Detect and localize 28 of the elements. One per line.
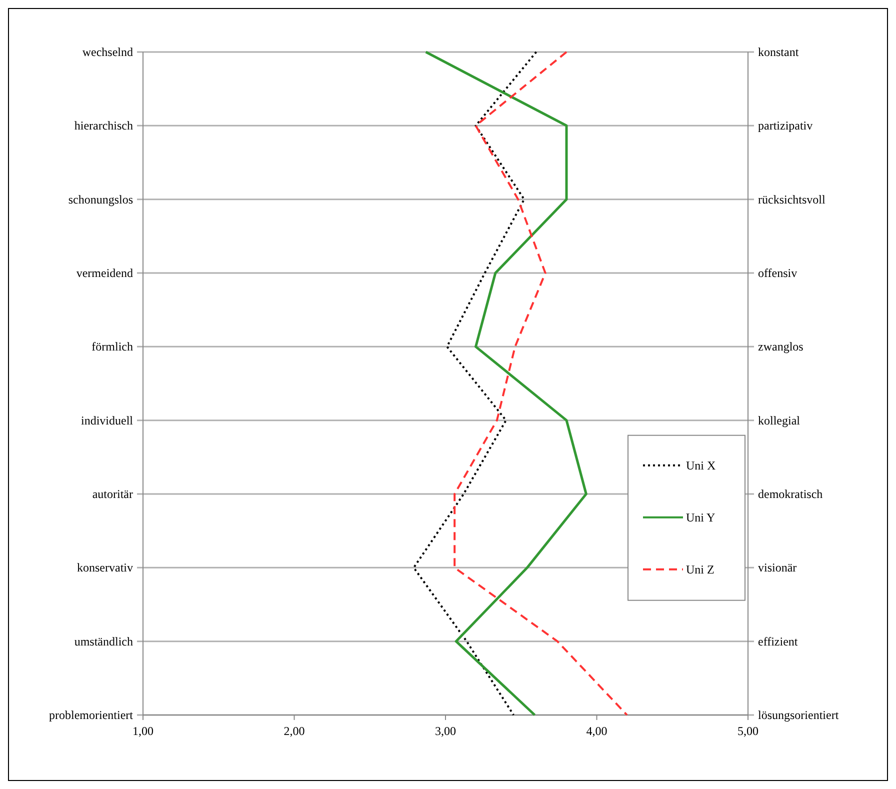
y2-tick-label: rücksichtsvoll — [758, 192, 826, 206]
y2-tick-label: partizipativ — [758, 118, 813, 133]
y2-tick-label: demokratisch — [758, 487, 823, 501]
y-tick-label: konservativ — [77, 560, 133, 575]
y2-tick-label: offensiv — [758, 266, 798, 280]
y-tick-label: wechselnd — [82, 45, 133, 59]
y-tick-label: umständlich — [74, 634, 133, 648]
legend-label: Uni Y — [686, 510, 716, 524]
x-tick-label: 4,00 — [586, 724, 608, 738]
x-tick-label: 3,00 — [435, 724, 456, 738]
y2-tick-label: kollegial — [758, 413, 801, 428]
y-tick-label: autoritär — [92, 487, 133, 501]
y-tick-label: individuell — [81, 413, 134, 428]
y-tick-label: schonungslos — [68, 192, 134, 206]
legend-label: Uni Z — [686, 562, 714, 576]
y2-tick-label: lösungsorientiert — [758, 708, 840, 722]
y2-tick-label: zwanglos — [758, 340, 804, 354]
legend-label: Uni X — [686, 458, 716, 472]
x-tick-label: 1,00 — [132, 724, 154, 738]
y-tick-label: vermeidend — [76, 266, 133, 280]
x-tick-label: 2,00 — [284, 724, 305, 738]
x-tick-label: 5,00 — [738, 724, 758, 738]
y2-tick-label: konstant — [758, 45, 800, 59]
y-tick-label: problemorientiert — [49, 708, 134, 722]
y2-tick-label: visionär — [758, 560, 797, 575]
y-tick-label: förmlich — [92, 340, 133, 354]
y2-tick-label: effizient — [758, 634, 798, 648]
y-tick-label: hierarchisch — [74, 118, 133, 133]
